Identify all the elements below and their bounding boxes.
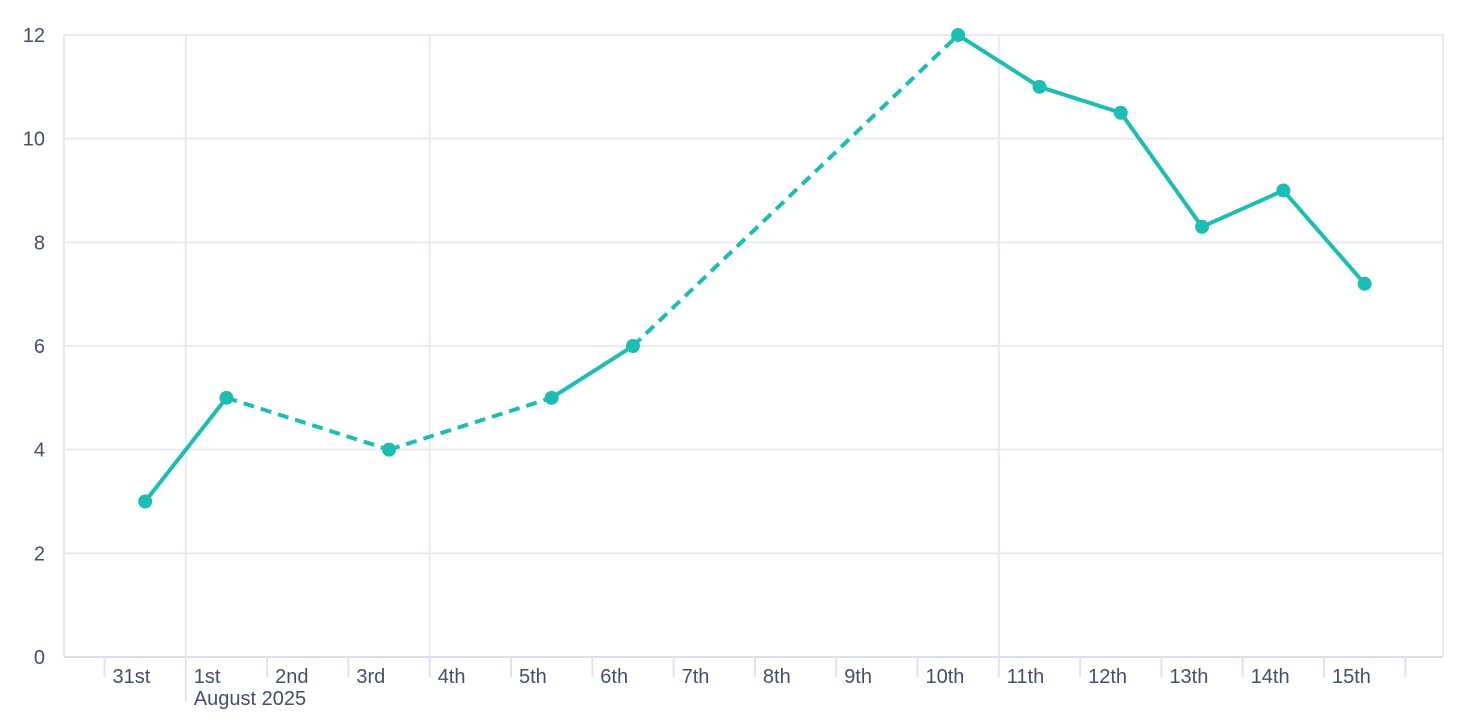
data-point-marker[interactable]	[1276, 183, 1291, 198]
x-tick-label: 7th	[682, 666, 710, 688]
series-segment-solid	[957, 33, 1041, 89]
series-segment-solid	[1119, 111, 1204, 228]
series-segment-solid	[143, 396, 229, 503]
data-point-marker[interactable]	[1357, 276, 1372, 291]
x-tick-label: 9th	[844, 666, 872, 688]
data-point-marker[interactable]	[951, 28, 966, 43]
series-segment-solid	[1201, 188, 1285, 229]
x-tick-label: 10th	[926, 666, 965, 688]
data-point-marker[interactable]	[625, 339, 640, 354]
y-tick-label: 4	[34, 440, 45, 462]
y-tick-label: 12	[23, 25, 45, 47]
data-point-marker[interactable]	[1195, 219, 1210, 234]
x-axis-month-label: August 2025	[194, 688, 306, 710]
y-tick-label: 8	[34, 232, 45, 254]
x-tick-label: 13th	[1169, 666, 1208, 688]
series-segment-dashed	[225, 395, 390, 452]
x-tick-label: 3rd	[356, 666, 385, 688]
series-segment-solid	[1281, 189, 1367, 286]
y-tick-label: 6	[34, 336, 45, 358]
data-point-marker[interactable]	[1032, 79, 1047, 94]
x-tick-label: 31st	[113, 666, 151, 688]
x-tick-label: 6th	[600, 666, 628, 688]
x-tick-label: 4th	[438, 666, 466, 688]
data-point-marker[interactable]	[219, 390, 234, 405]
x-tick-label: 11th	[1007, 666, 1044, 688]
data-point-marker[interactable]	[138, 494, 153, 509]
y-tick-label: 2	[34, 543, 45, 565]
y-tick-label: 0	[34, 647, 45, 669]
y-tick-label: 10	[23, 129, 45, 151]
data-point-marker[interactable]	[1113, 105, 1128, 120]
x-tick-label: 5th	[519, 666, 547, 688]
x-tick-label: 1st	[194, 666, 221, 688]
x-tick-label: 15th	[1332, 666, 1371, 688]
x-tick-label: 14th	[1251, 666, 1290, 688]
data-point-marker[interactable]	[544, 390, 559, 405]
series-segment-dashed	[388, 395, 553, 452]
data-point-marker[interactable]	[382, 442, 397, 457]
series-segment-solid	[550, 344, 635, 400]
x-tick-label: 2nd	[275, 666, 308, 688]
x-tick-label: 8th	[763, 666, 791, 688]
x-tick-label: 12th	[1088, 666, 1127, 688]
series-segment-solid	[1038, 84, 1122, 115]
series-segment-dashed	[631, 33, 960, 348]
